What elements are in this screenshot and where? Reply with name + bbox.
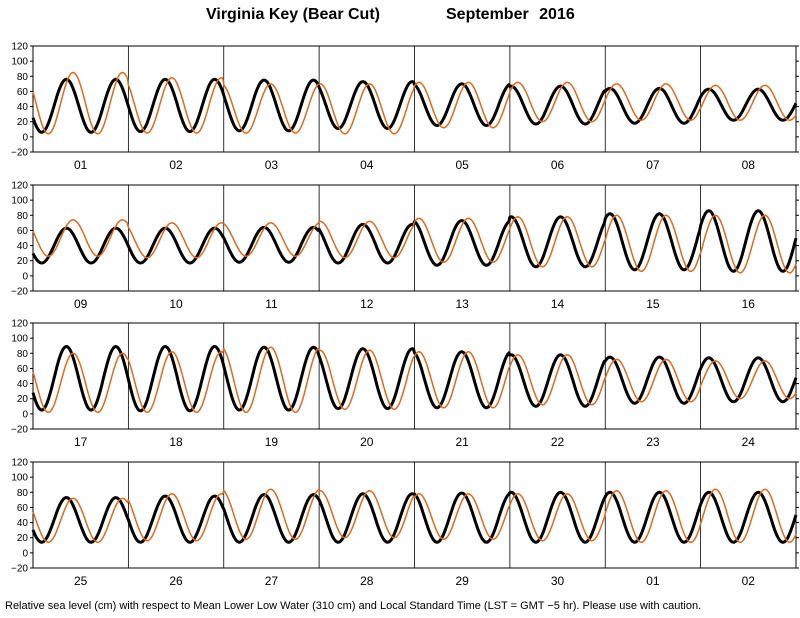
x-tick-label: 16 [742,297,756,311]
x-tick-label: 11 [265,297,278,311]
x-tick-label: 09 [74,297,88,311]
x-tick-label: 24 [742,435,756,449]
y-tick-label: 120 [11,458,28,469]
y-tick-label: 20 [17,533,29,544]
tide-panel: −20 0 20 40 60 80 100 120 09 10 11 12 13 14 15 16 [11,181,799,311]
x-tick-label: 17 [74,435,88,449]
y-tick-label: 80 [17,488,29,499]
footnote: Relative sea level (cm) with respect to … [5,600,702,612]
x-tick-label: 18 [169,435,183,449]
x-tick-label: 07 [646,158,660,172]
tide-panel: −20 0 20 40 60 80 100 120 01 02 03 04 05 06 07 08 [11,42,799,172]
y-tick-label: 80 [17,72,29,83]
predicted-series-line [32,346,797,414]
observed-series-line [31,345,798,413]
y-tick-label: 40 [17,518,29,529]
y-tick-label: −20 [11,287,28,298]
x-tick-label: 27 [265,574,279,588]
x-tick-label: 02 [742,574,756,588]
x-tick-label: 28 [360,574,374,588]
y-tick-label: 20 [17,256,29,267]
x-tick-label: 15 [646,297,660,311]
y-tick-label: 80 [17,211,29,222]
y-tick-label: 0 [22,132,28,143]
x-tick-label: 26 [169,574,183,588]
y-tick-label: 80 [17,349,29,360]
y-tick-label: 20 [17,117,29,128]
y-tick-label: 120 [11,319,28,330]
y-tick-label: 60 [17,364,29,375]
y-tick-label: 0 [22,548,28,559]
x-tick-label: 19 [265,435,279,449]
x-tick-label: 14 [551,297,565,311]
x-tick-label: 25 [74,574,88,588]
x-tick-label: 13 [456,297,470,311]
y-tick-label: 0 [22,271,28,282]
x-tick-label: 01 [646,574,660,588]
y-tick-label: −20 [11,148,28,159]
x-tick-label: 20 [360,435,374,449]
y-tick-label: 40 [17,102,29,113]
x-tick-label: 23 [646,435,660,449]
y-tick-label: 100 [11,57,28,68]
x-tick-label: 04 [360,158,374,172]
predicted-series-line [32,71,797,135]
y-tick-label: 120 [11,42,28,53]
y-tick-label: 40 [17,241,29,252]
y-tick-label: 100 [11,196,28,207]
tide-panel: −20 0 20 40 60 80 100 120 17 18 19 20 21 22 23 24 [11,319,799,449]
y-tick-label: 0 [22,409,28,420]
y-tick-label: 40 [17,379,29,390]
x-tick-label: 10 [169,297,183,311]
y-tick-label: 100 [11,473,28,484]
predicted-series-line [32,214,797,274]
y-tick-label: 20 [17,394,29,405]
y-tick-label: 60 [17,503,29,514]
x-tick-label: 06 [551,158,565,172]
predicted-series-line [32,488,797,544]
y-tick-label: 60 [17,87,29,98]
x-tick-label: 05 [456,158,470,172]
x-tick-label: 30 [551,574,565,588]
y-tick-label: 120 [11,181,28,192]
chart-title-period: September 2016 [446,6,575,23]
x-tick-label: 12 [360,297,374,311]
y-tick-label: 60 [17,226,29,237]
tide-panel: −20 0 20 40 60 80 100 120 25 26 27 28 29 30 01 02 [11,458,799,588]
x-tick-label: 29 [456,574,470,588]
chart-title-station: Virginia Key (Bear Cut) [206,6,380,23]
y-tick-label: −20 [11,425,28,436]
x-tick-label: 03 [265,158,279,172]
observed-series-line [31,490,798,544]
y-tick-label: 100 [11,334,28,345]
x-tick-label: 08 [742,158,756,172]
y-tick-label: −20 [11,564,28,575]
title-row: Virginia Key (Bear Cut) September 2016 [0,6,800,26]
x-tick-label: 21 [456,435,470,449]
x-tick-label: 01 [74,158,88,172]
x-tick-label: 02 [169,158,183,172]
x-tick-label: 22 [551,435,565,449]
